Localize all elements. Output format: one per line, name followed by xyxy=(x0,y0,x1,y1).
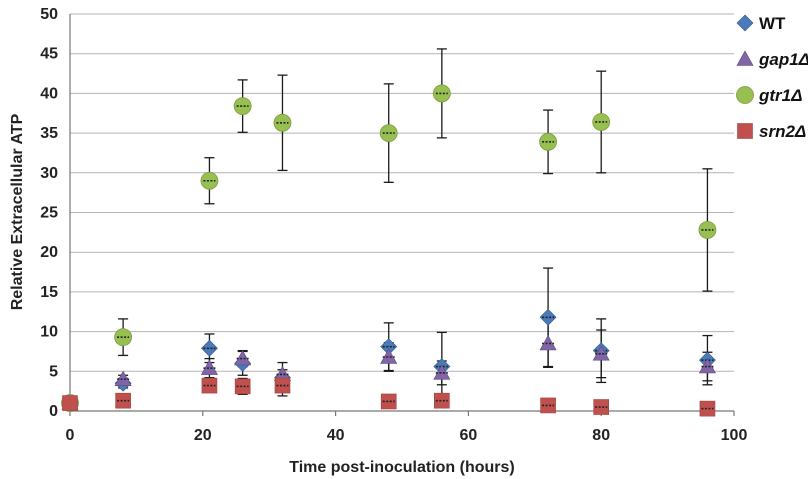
y-tick-label: 30 xyxy=(40,165,58,182)
y-tick-label: 45 xyxy=(40,46,58,63)
axes xyxy=(70,14,734,416)
x-tick-label: 40 xyxy=(327,427,345,444)
grid-lines xyxy=(70,14,734,371)
legend-marker-diamond xyxy=(737,15,753,31)
y-tick-label: 5 xyxy=(49,363,58,380)
y-tick-label: 15 xyxy=(40,284,58,301)
legend-item: gtr1Δ xyxy=(737,86,803,105)
y-tick-label: 25 xyxy=(40,205,58,222)
y-tick-label: 35 xyxy=(40,125,58,142)
legend-label: gtr1Δ xyxy=(758,86,803,105)
x-tick-label: 80 xyxy=(592,427,610,444)
y-tick-labels: 0 5 10 15 20 25 30 35 40 45 50 xyxy=(40,6,58,420)
legend-marker-triangle xyxy=(737,51,753,65)
y-tick-label: 20 xyxy=(40,244,58,261)
data-point-square xyxy=(63,396,78,411)
data-point-triangle xyxy=(201,360,217,374)
legend-marker-circle xyxy=(737,87,754,104)
error-bars xyxy=(118,49,712,410)
legend-label: WT xyxy=(759,14,786,33)
legend-item: gap1Δ xyxy=(737,50,808,69)
x-tick-label: 60 xyxy=(460,427,478,444)
legend-label: srn2Δ xyxy=(759,122,806,141)
legend-item: WT xyxy=(737,14,786,33)
legend-item: srn2Δ xyxy=(738,122,807,141)
x-tick-labels: 0 20 40 60 80 100 xyxy=(66,427,748,444)
y-tick-label: 50 xyxy=(40,6,58,23)
x-tick-label: 0 xyxy=(66,427,75,444)
y-axis-title: Relative Extracellular ATP xyxy=(9,113,26,310)
legend-label: gap1Δ xyxy=(758,50,808,69)
x-tick-label: 20 xyxy=(194,427,212,444)
y-tick-label: 40 xyxy=(40,85,58,102)
y-tick-label: 10 xyxy=(40,324,58,341)
x-tick-label: 100 xyxy=(721,427,748,444)
legend-marker-square xyxy=(738,124,753,139)
y-tick-label: 0 xyxy=(49,403,58,420)
x-axis-title: Time post-inoculation (hours) xyxy=(289,459,514,476)
legend: WT gap1Δ gtr1Δ srn2Δ xyxy=(737,14,808,141)
